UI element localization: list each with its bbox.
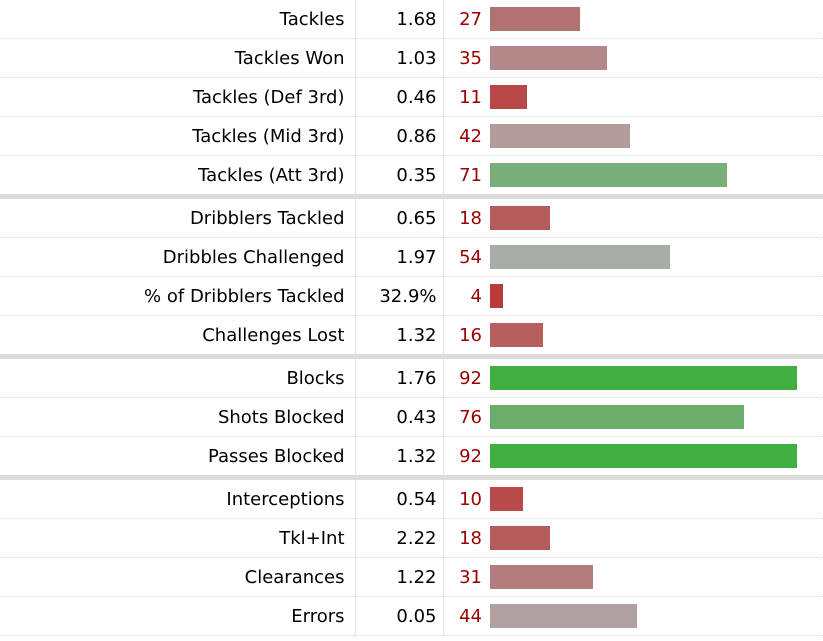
- percentile-bar: [490, 284, 503, 308]
- stat-per90-value: 0.65: [355, 194, 444, 238]
- stat-row: Tackles (Mid 3rd) 0.86 42: [0, 116, 823, 156]
- stat-percentile: 35: [443, 38, 488, 78]
- percentile-bar: [490, 245, 670, 269]
- percentile-bar-cell: [488, 38, 823, 78]
- percentile-bar-cell: [488, 518, 823, 558]
- stat-row: Passes Blocked 1.32 92: [0, 436, 823, 478]
- stat-label: Passes Blocked: [0, 436, 356, 478]
- percentile-bar: [490, 323, 543, 347]
- percentile-bar-cell: [488, 315, 823, 357]
- stat-row: Tkl+Int 2.22 18: [0, 518, 823, 558]
- percentile-bar: [490, 85, 527, 109]
- stat-row: Interceptions 0.54 10: [0, 475, 823, 519]
- stat-row: Blocks 1.76 92: [0, 354, 823, 398]
- stat-percentile: 71: [443, 155, 488, 197]
- stat-percentile: 44: [443, 596, 488, 636]
- percentile-bar-cell: [488, 194, 823, 238]
- stat-row: % of Dribblers Tackled 32.9% 4: [0, 276, 823, 316]
- stat-label: Clearances: [0, 557, 356, 597]
- percentile-bar-cell: [488, 116, 823, 156]
- stat-per90-value: 0.54: [355, 475, 444, 519]
- stat-per90-value: 1.76: [355, 354, 444, 398]
- stat-label: Dribblers Tackled: [0, 194, 356, 238]
- stat-percentile: 92: [443, 436, 488, 478]
- percentile-bar: [490, 405, 744, 429]
- stat-per90-value: 1.97: [355, 237, 444, 277]
- stat-label: Blocks: [0, 354, 356, 398]
- stat-label: Tkl+Int: [0, 518, 356, 558]
- stat-row: Tackles (Def 3rd) 0.46 11: [0, 77, 823, 117]
- stat-per90-value: 0.35: [355, 155, 444, 197]
- stat-label: Interceptions: [0, 475, 356, 519]
- percentile-bar: [490, 604, 637, 628]
- stat-per90-value: 2.22: [355, 518, 444, 558]
- stat-label: Challenges Lost: [0, 315, 356, 357]
- stat-label: Dribbles Challenged: [0, 237, 356, 277]
- stat-row: Tackles (Att 3rd) 0.35 71: [0, 155, 823, 197]
- percentile-bar-cell: [488, 557, 823, 597]
- stat-percentile: 18: [443, 194, 488, 238]
- stat-percentile: 42: [443, 116, 488, 156]
- percentile-bar-cell: [488, 475, 823, 519]
- percentile-bar: [490, 124, 630, 148]
- percentile-bar: [490, 206, 550, 230]
- stat-label: Tackles: [0, 0, 356, 39]
- stat-per90-value: 1.68: [355, 0, 444, 39]
- percentile-bar: [490, 163, 727, 187]
- stat-per90-value: 1.03: [355, 38, 444, 78]
- stat-per90-value: 32.9%: [355, 276, 444, 316]
- stat-per90-value: 0.43: [355, 397, 444, 437]
- stat-row: Challenges Lost 1.32 16: [0, 315, 823, 357]
- percentile-bar-cell: [488, 155, 823, 197]
- stat-row: Tackles 1.68 27: [0, 0, 823, 39]
- stat-percentile: 27: [443, 0, 488, 39]
- stat-row: Clearances 1.22 31: [0, 557, 823, 597]
- percentile-bar-cell: [488, 77, 823, 117]
- stat-label: Tackles Won: [0, 38, 356, 78]
- stat-row: Errors 0.05 44: [0, 596, 823, 636]
- stat-label: Errors: [0, 596, 356, 636]
- percentile-bar: [490, 7, 580, 31]
- percentile-bar: [490, 565, 593, 589]
- percentile-bar: [490, 444, 797, 468]
- stat-per90-value: 0.46: [355, 77, 444, 117]
- percentile-bar-cell: [488, 0, 823, 39]
- percentile-bar: [490, 366, 797, 390]
- percentile-bar: [490, 526, 550, 550]
- stat-row: Shots Blocked 0.43 76: [0, 397, 823, 437]
- stat-label: Tackles (Att 3rd): [0, 155, 356, 197]
- stat-percentile: 11: [443, 77, 488, 117]
- stat-per90-value: 1.22: [355, 557, 444, 597]
- stat-label: Tackles (Def 3rd): [0, 77, 356, 117]
- stat-percentile: 10: [443, 475, 488, 519]
- stat-row: Tackles Won 1.03 35: [0, 38, 823, 78]
- stat-label: Tackles (Mid 3rd): [0, 116, 356, 156]
- stat-label: % of Dribblers Tackled: [0, 276, 356, 316]
- percentile-bar: [490, 487, 523, 511]
- stat-percentile: 76: [443, 397, 488, 437]
- stat-label: Shots Blocked: [0, 397, 356, 437]
- percentile-bar-cell: [488, 397, 823, 437]
- stat-per90-value: 1.32: [355, 315, 444, 357]
- stat-percentile: 18: [443, 518, 488, 558]
- stat-percentile: 31: [443, 557, 488, 597]
- percentile-bar-cell: [488, 276, 823, 316]
- percentile-bar-cell: [488, 237, 823, 277]
- percentile-bar: [490, 46, 607, 70]
- stat-percentile: 54: [443, 237, 488, 277]
- stat-percentile: 16: [443, 315, 488, 357]
- stat-per90-value: 0.05: [355, 596, 444, 636]
- stat-row: Dribbles Challenged 1.97 54: [0, 237, 823, 277]
- stat-percentile: 92: [443, 354, 488, 398]
- percentile-bar-cell: [488, 354, 823, 398]
- percentile-bar-cell: [488, 436, 823, 478]
- stat-per90-value: 0.86: [355, 116, 444, 156]
- stat-row: Dribblers Tackled 0.65 18: [0, 194, 823, 238]
- percentile-bar-cell: [488, 596, 823, 636]
- stat-percentile: 4: [443, 276, 488, 316]
- stat-per90-value: 1.32: [355, 436, 444, 478]
